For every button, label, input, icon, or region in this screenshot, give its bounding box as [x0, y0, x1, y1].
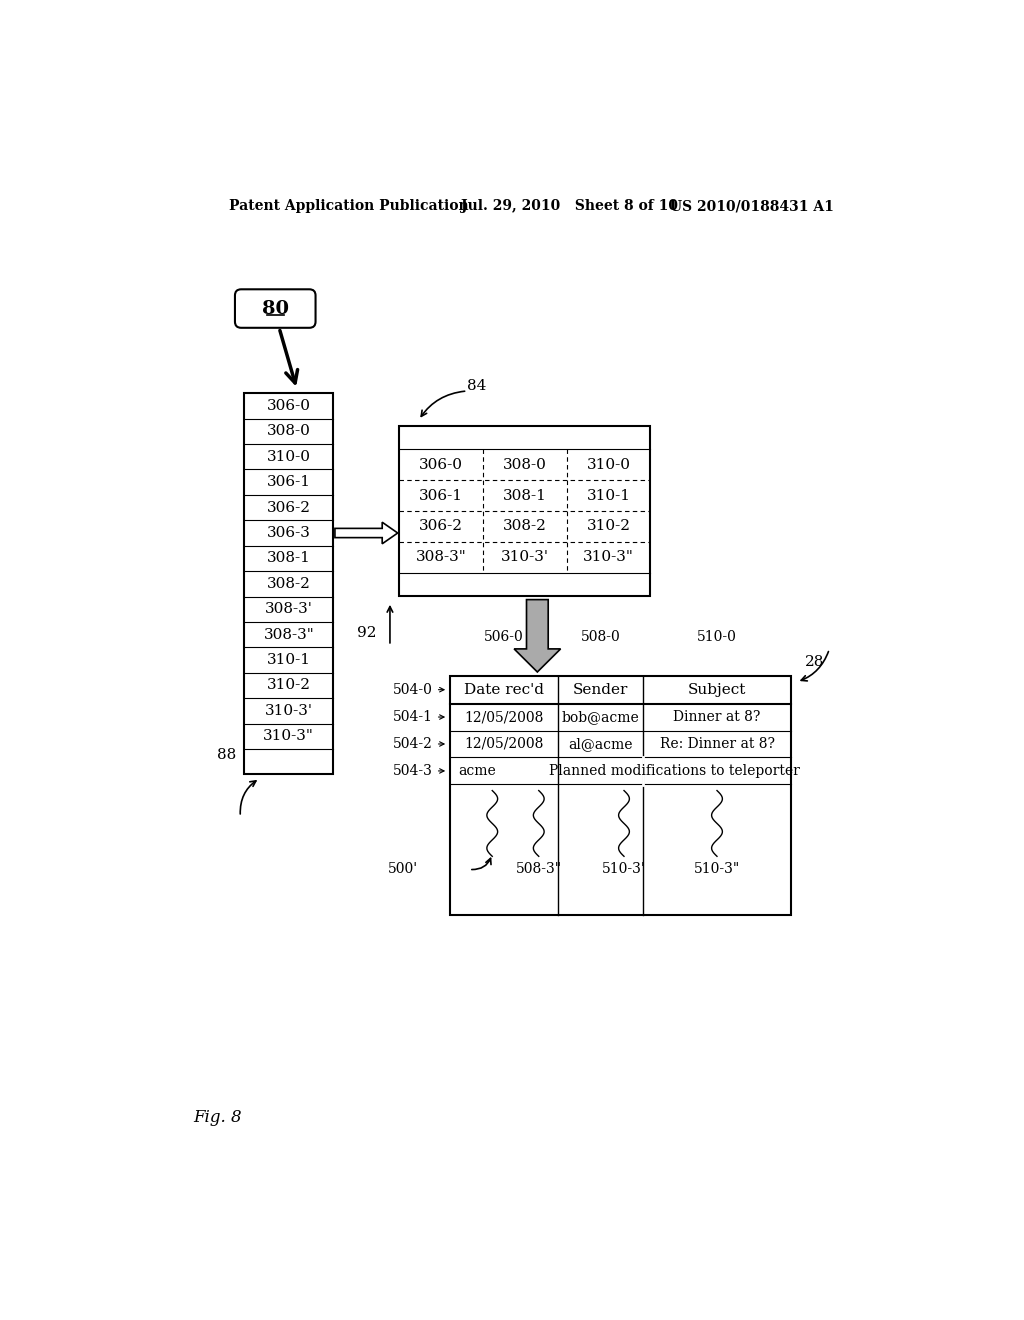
Text: 80: 80	[262, 300, 289, 318]
Text: 92: 92	[356, 626, 376, 640]
Text: Sender: Sender	[573, 682, 629, 697]
Bar	[399, 426, 650, 595]
Text: 310-2: 310-2	[587, 520, 631, 533]
Text: 308-1: 308-1	[267, 552, 310, 565]
Text: 306-2: 306-2	[267, 500, 311, 515]
Text: 508-0: 508-0	[581, 631, 621, 644]
Text: 504-3: 504-3	[392, 764, 432, 777]
Text: Date rec'd: Date rec'd	[464, 682, 544, 697]
Text: 306-3: 306-3	[267, 525, 310, 540]
Polygon shape	[335, 523, 397, 544]
Text: 308-2: 308-2	[267, 577, 310, 591]
Text: Planned modifications to teleporter: Planned modifications to teleporter	[549, 764, 800, 777]
Text: 12/05/2008: 12/05/2008	[464, 737, 544, 751]
Text: 12/05/2008: 12/05/2008	[464, 710, 544, 725]
Text: 84: 84	[467, 379, 486, 393]
Text: 508-3": 508-3"	[516, 862, 562, 876]
Text: 308-3": 308-3"	[416, 550, 467, 564]
Text: 310-2: 310-2	[267, 678, 311, 693]
Text: 310-3": 310-3"	[583, 550, 634, 564]
Text: 310-3': 310-3'	[501, 550, 549, 564]
Text: 310-0: 310-0	[267, 450, 311, 463]
Text: 504-2: 504-2	[392, 737, 432, 751]
Text: 306-0: 306-0	[419, 458, 463, 471]
Text: 308-0: 308-0	[267, 424, 310, 438]
Text: 306-0: 306-0	[267, 399, 311, 413]
Text: 310-1: 310-1	[587, 488, 631, 503]
Text: 510-3': 510-3'	[602, 862, 646, 876]
Text: 500': 500'	[388, 862, 418, 876]
Text: 510-3": 510-3"	[694, 862, 740, 876]
Text: Patent Application Publication: Patent Application Publication	[228, 199, 468, 213]
Text: Subject: Subject	[688, 682, 746, 697]
Text: 306-1: 306-1	[419, 488, 463, 503]
Bar	[450, 676, 791, 915]
Text: 28: 28	[805, 655, 824, 669]
Text: 308-1: 308-1	[503, 488, 547, 503]
Text: 310-3': 310-3'	[265, 704, 312, 718]
Text: 308-2: 308-2	[503, 520, 547, 533]
Text: al@acme: al@acme	[568, 737, 633, 751]
Text: 310-0: 310-0	[587, 458, 631, 471]
Text: US 2010/0188431 A1: US 2010/0188431 A1	[671, 199, 835, 213]
Text: 306-2: 306-2	[419, 520, 463, 533]
Text: Re: Dinner at 8?: Re: Dinner at 8?	[659, 737, 774, 751]
Text: 306-1: 306-1	[267, 475, 311, 490]
Text: 506-0: 506-0	[484, 631, 523, 644]
Text: 310-3": 310-3"	[263, 729, 314, 743]
Text: 308-3": 308-3"	[263, 627, 314, 642]
Polygon shape	[514, 599, 560, 672]
Text: 504-1: 504-1	[392, 710, 432, 725]
Text: 308-0: 308-0	[503, 458, 547, 471]
Text: bob@acme: bob@acme	[562, 710, 640, 725]
Text: 308-3': 308-3'	[265, 602, 312, 616]
Text: acme: acme	[458, 764, 496, 777]
Text: 88: 88	[217, 748, 237, 762]
Text: Jul. 29, 2010   Sheet 8 of 10: Jul. 29, 2010 Sheet 8 of 10	[461, 199, 678, 213]
Text: Dinner at 8?: Dinner at 8?	[674, 710, 761, 725]
Text: Fig. 8: Fig. 8	[193, 1109, 242, 1126]
FancyBboxPatch shape	[234, 289, 315, 327]
Text: 504-0: 504-0	[392, 682, 432, 697]
Text: 310-1: 310-1	[267, 653, 311, 667]
Text: 510-0: 510-0	[697, 631, 737, 644]
Bar	[245, 393, 334, 775]
